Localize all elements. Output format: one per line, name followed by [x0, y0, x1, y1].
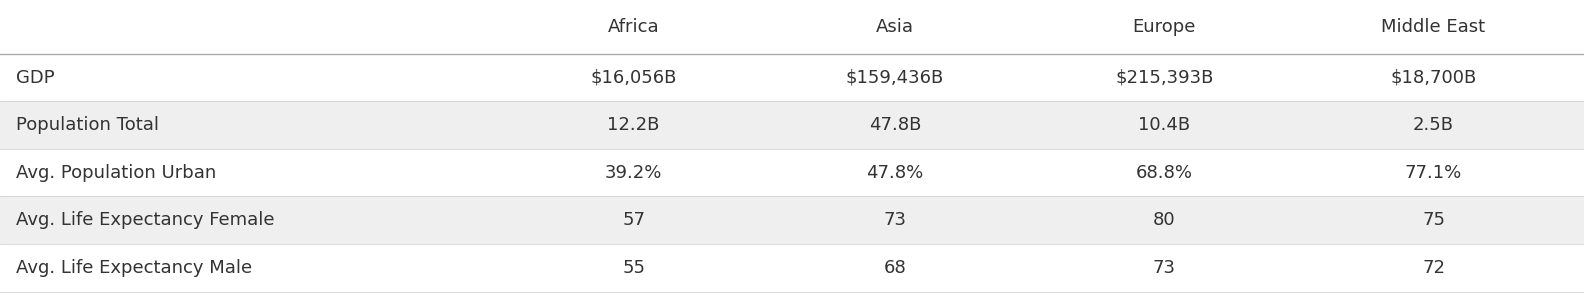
Bar	[0, 54, 1584, 101]
Bar	[0, 101, 1584, 149]
Bar	[0, 244, 1584, 292]
Text: 77.1%: 77.1%	[1405, 164, 1462, 182]
Text: Population Total: Population Total	[16, 116, 158, 134]
Text: Avg. Population Urban: Avg. Population Urban	[16, 164, 215, 182]
Bar	[0, 196, 1584, 244]
Text: Avg. Life Expectancy Female: Avg. Life Expectancy Female	[16, 211, 274, 229]
Text: 12.2B: 12.2B	[607, 116, 661, 134]
Text: 80: 80	[1153, 211, 1175, 229]
Text: 72: 72	[1422, 259, 1445, 277]
Text: Avg. Life Expectancy Male: Avg. Life Expectancy Male	[16, 259, 252, 277]
Text: Europe: Europe	[1133, 18, 1196, 36]
Text: $215,393B: $215,393B	[1115, 68, 1213, 87]
Text: 47.8B: 47.8B	[868, 116, 922, 134]
Text: 73: 73	[884, 211, 906, 229]
Text: Asia: Asia	[876, 18, 914, 36]
Text: Africa: Africa	[608, 18, 659, 36]
Text: 75: 75	[1422, 211, 1445, 229]
Text: 47.8%: 47.8%	[866, 164, 923, 182]
Text: GDP: GDP	[16, 68, 54, 87]
Text: 73: 73	[1153, 259, 1175, 277]
Text: 68.8%: 68.8%	[1136, 164, 1193, 182]
Text: 2.5B: 2.5B	[1413, 116, 1454, 134]
Text: 55: 55	[623, 259, 645, 277]
Text: 57: 57	[623, 211, 645, 229]
Text: $18,700B: $18,700B	[1391, 68, 1476, 87]
Text: 10.4B: 10.4B	[1139, 116, 1190, 134]
Bar	[0, 149, 1584, 196]
Text: 68: 68	[884, 259, 906, 277]
Bar	[0, 0, 1584, 54]
Text: Middle East: Middle East	[1381, 18, 1486, 36]
Text: 39.2%: 39.2%	[605, 164, 662, 182]
Text: $159,436B: $159,436B	[846, 68, 944, 87]
Text: $16,056B: $16,056B	[591, 68, 676, 87]
